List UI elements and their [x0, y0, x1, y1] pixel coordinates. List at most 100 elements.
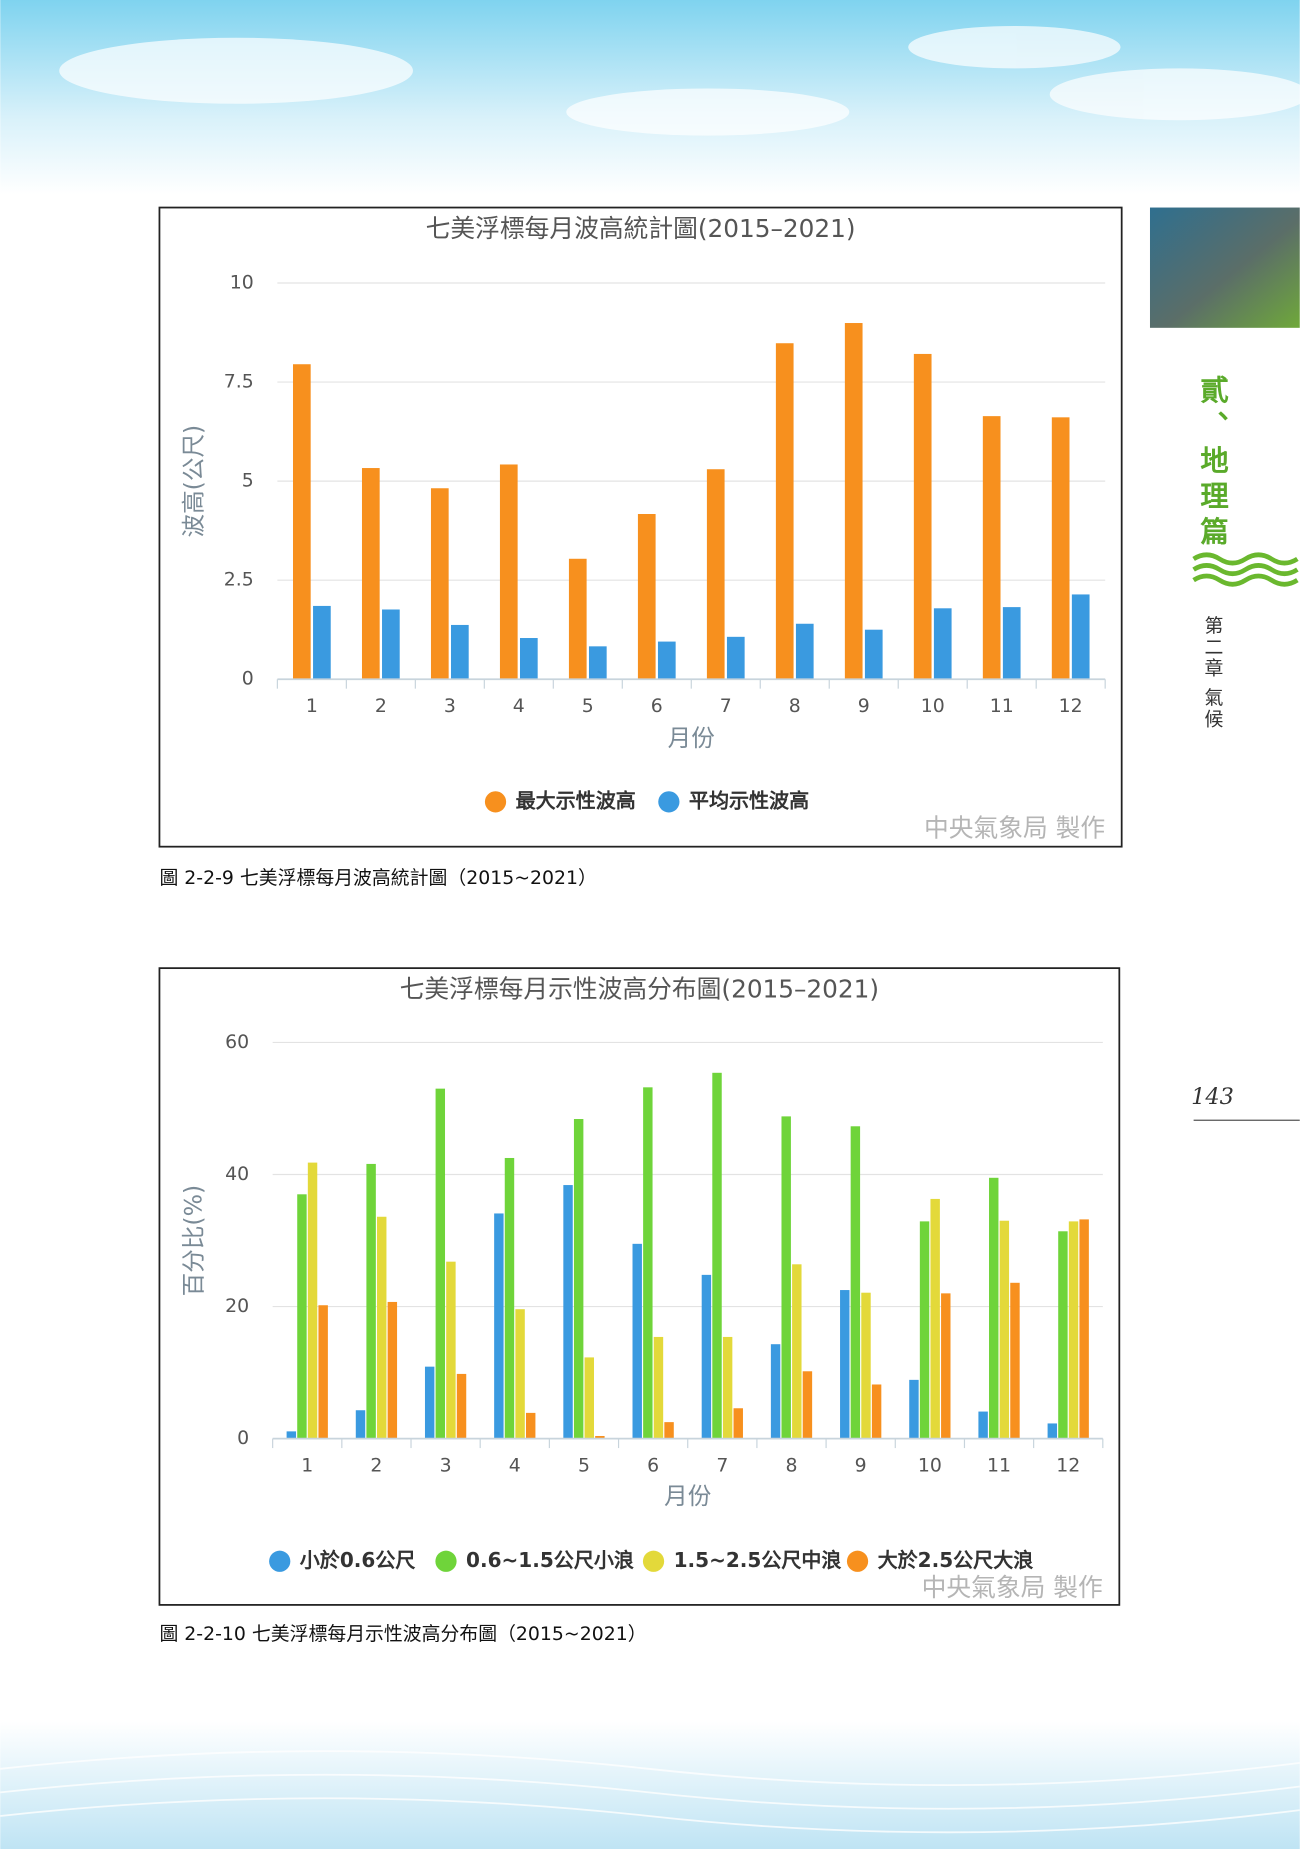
bar	[525, 1412, 536, 1439]
x-tick-label: 2	[375, 695, 387, 717]
bar	[292, 364, 311, 680]
bar	[840, 1290, 850, 1439]
legend-label: 1.5~2.5公尺中浪	[674, 1548, 842, 1572]
x-tick-label: 1	[306, 695, 318, 717]
chart-credit: 中央氣象局 製作	[922, 1573, 1103, 1602]
bar	[712, 1072, 722, 1439]
legend-label: 平均示性波高	[689, 788, 809, 812]
bar	[382, 609, 400, 680]
chart-title: 七美浮標每月波高統計圖(2015–2021)	[426, 214, 856, 243]
x-tick-label: 2	[370, 1454, 382, 1476]
bar	[781, 1116, 791, 1439]
bar	[775, 343, 794, 680]
legend-label: 最大示性波高	[516, 788, 636, 812]
y-tick-label: 7.5	[224, 371, 254, 393]
bar	[1079, 1219, 1089, 1439]
bar	[930, 1198, 940, 1439]
y-axis-label: 百分比(%)	[179, 1185, 207, 1297]
bar	[792, 1264, 802, 1439]
bar	[595, 1435, 605, 1439]
bar	[563, 1185, 573, 1439]
legend-label: 小於0.6公尺	[300, 1548, 416, 1572]
x-tick-label: 3	[440, 1454, 452, 1476]
section-title: 貳、地理篇	[1196, 375, 1229, 552]
bar	[1002, 607, 1021, 680]
x-tick-label: 12	[1056, 1454, 1080, 1476]
bar	[844, 323, 863, 680]
bar	[494, 1213, 504, 1439]
y-tick-label: 0	[242, 668, 254, 690]
x-tick-label: 7	[716, 1454, 728, 1476]
bar	[504, 1157, 515, 1439]
bar	[706, 469, 725, 680]
x-tick-label: 7	[720, 695, 732, 717]
legend-swatch	[658, 791, 680, 813]
x-tick-label: 8	[789, 695, 801, 717]
bar	[435, 1088, 446, 1439]
legend-label: 0.6~1.5公尺小浪	[466, 1548, 634, 1572]
bar	[286, 1431, 297, 1439]
bar	[637, 514, 656, 680]
page-number: 143	[1191, 1084, 1234, 1110]
bar	[982, 416, 1001, 680]
bar	[643, 1087, 653, 1439]
x-tick-label: 4	[513, 695, 525, 717]
x-tick-label: 5	[582, 695, 594, 717]
x-tick-label: 5	[578, 1454, 590, 1476]
chapter-title: 第二章 氣候	[1201, 615, 1223, 730]
bar	[1058, 1231, 1068, 1439]
x-axis-label: 月份	[664, 1482, 711, 1510]
y-tick-label: 40	[225, 1163, 249, 1185]
bar	[588, 646, 607, 680]
x-tick-label: 6	[651, 695, 663, 717]
bar	[355, 1410, 366, 1439]
bar	[377, 1216, 387, 1439]
bar	[871, 1384, 882, 1439]
bar	[499, 464, 518, 680]
clouds	[59, 25, 1300, 136]
bar	[430, 488, 449, 680]
bar	[722, 1336, 733, 1439]
legend-label: 大於2.5公尺大浪	[878, 1548, 1034, 1572]
bar	[664, 1422, 674, 1439]
bar	[978, 1411, 988, 1439]
x-tick-label: 10	[921, 695, 945, 717]
bar	[795, 623, 814, 680]
y-tick-label: 20	[225, 1295, 249, 1317]
chart-credit: 中央氣象局 製作	[924, 814, 1105, 843]
figure-caption: 圖 2-2-10 七美浮標每月示性波高分布圖（2015~2021）	[159, 1623, 646, 1645]
figure-caption: 圖 2-2-9 七美浮標每月波高統計圖（2015~2021）	[159, 867, 596, 889]
bar	[850, 1126, 861, 1439]
x-tick-label: 1	[301, 1454, 313, 1476]
bar	[366, 1163, 376, 1439]
bar	[318, 1305, 328, 1439]
bar	[456, 1373, 467, 1439]
legend-swatch	[484, 791, 507, 813]
y-tick-label: 5	[242, 470, 254, 492]
bar	[653, 1336, 664, 1439]
x-tick-label: 9	[858, 695, 870, 717]
bar	[519, 638, 538, 680]
bar	[515, 1309, 525, 1439]
bar	[632, 1243, 642, 1439]
bar	[387, 1301, 398, 1439]
x-tick-label: 3	[444, 695, 456, 717]
bar	[1068, 1221, 1079, 1439]
wave-lines	[0, 1750, 1300, 1834]
legend-swatch	[642, 1550, 665, 1572]
bar	[770, 1344, 781, 1439]
wave-background	[0, 1721, 1300, 1849]
bar	[446, 1261, 456, 1439]
legend-swatch	[846, 1550, 869, 1572]
x-tick-label: 10	[918, 1454, 942, 1476]
x-tick-label: 11	[990, 695, 1014, 717]
x-axis-label: 月份	[668, 724, 715, 752]
y-tick-label: 60	[225, 1031, 249, 1053]
y-axis-label: 波高(公尺)	[179, 425, 207, 538]
bar	[733, 1408, 743, 1439]
side-photo	[1149, 207, 1300, 328]
x-tick-label: 6	[647, 1454, 659, 1476]
bar	[1051, 417, 1070, 680]
bar	[657, 641, 676, 680]
